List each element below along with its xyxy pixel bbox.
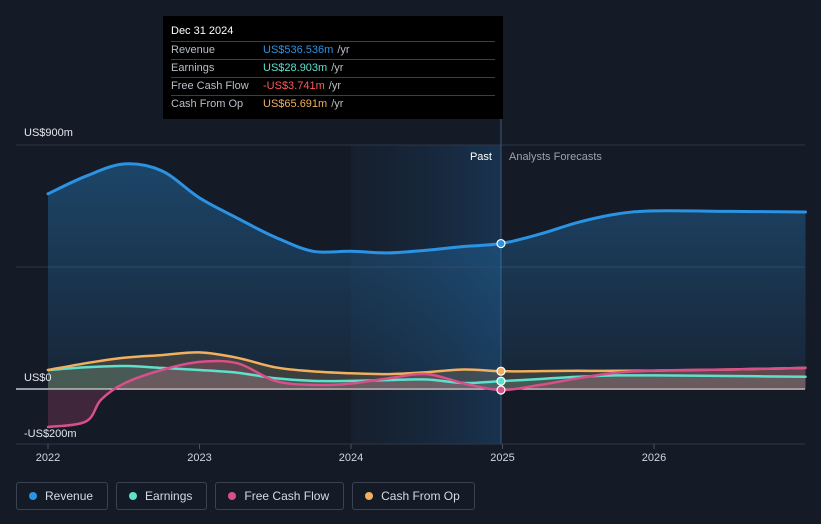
legend-label: Revenue [45,489,94,503]
y-tick-label-bottom: -US$200m [24,428,77,440]
area-cash-from-op [48,352,806,389]
tooltip-unit: /yr [331,98,344,110]
tooltip-unit: /yr [328,80,341,92]
x-tick-label: 2026 [642,452,666,464]
past-label: Past [470,151,492,163]
tooltip: Dec 31 2024 Revenue US$536.536m /yr Earn… [163,16,503,119]
tooltip-value: US$65.691m [263,98,328,110]
x-tick-label: 2022 [36,452,60,464]
tooltip-row-cash-from-op: Cash From Op US$65.691m /yr [171,95,495,113]
legend-dot-icon [129,492,138,500]
tooltip-value: US$536.536m [263,44,334,56]
legend-dot-icon [29,492,37,500]
tooltip-label: Free Cash Flow [171,80,249,92]
legend-label: Cash From Op [381,489,460,503]
line-free-cash-flow [46,359,807,429]
x-tick-label: 2023 [187,452,211,464]
legend-item-earnings[interactable]: Earnings [116,482,208,510]
legend-item-revenue[interactable]: Revenue [16,482,109,510]
tooltip-row-free-cash-flow: Free Cash Flow -US$3.741m /yr [171,77,495,95]
tooltip-label: Cash From Op [171,98,244,110]
line-revenue [46,162,807,255]
tooltip-value: -US$3.741m [263,80,325,92]
x-tick-label: 2025 [490,452,514,464]
tooltip-label: Earnings [171,62,215,74]
forecast-label: Analysts Forecasts [509,151,602,163]
legend-dot-icon [228,492,237,500]
tooltip-value: US$28.903m [263,62,328,74]
area-revenue [48,163,806,389]
legend-label: Earnings [145,489,193,503]
y-tick-label-top: US$900m [24,127,73,139]
tooltip-date: Dec 31 2024 [171,25,234,37]
point-revenue[interactable] [496,238,506,249]
tooltip-row-earnings: Earnings US$28.903m /yr [171,59,495,77]
line-cash-from-op [46,351,807,376]
tooltip-unit: /yr [331,62,344,74]
tooltip-row-revenue: Revenue US$536.536m /yr [171,41,495,59]
legend-label: Free Cash Flow [244,489,330,503]
point-cash-from-op[interactable] [496,366,506,376]
area-free-cash-flow [48,360,806,427]
point-free-cash-flow[interactable] [496,385,506,395]
tooltip-unit: /yr [337,44,350,56]
legend-dot-icon [365,492,374,500]
point-earnings[interactable] [496,376,506,386]
legend-item-free-cash-flow[interactable]: Free Cash Flow [215,482,345,510]
line-earnings [46,364,807,385]
area-earnings [48,365,806,389]
x-tick-label: 2024 [339,452,363,464]
y-tick-label-zero: US$0 [24,372,52,384]
legend: Revenue Earnings Free Cash Flow Cash Fro… [16,482,475,510]
tooltip-label: Revenue [171,44,216,56]
legend-item-cash-from-op[interactable]: Cash From Op [352,482,475,510]
